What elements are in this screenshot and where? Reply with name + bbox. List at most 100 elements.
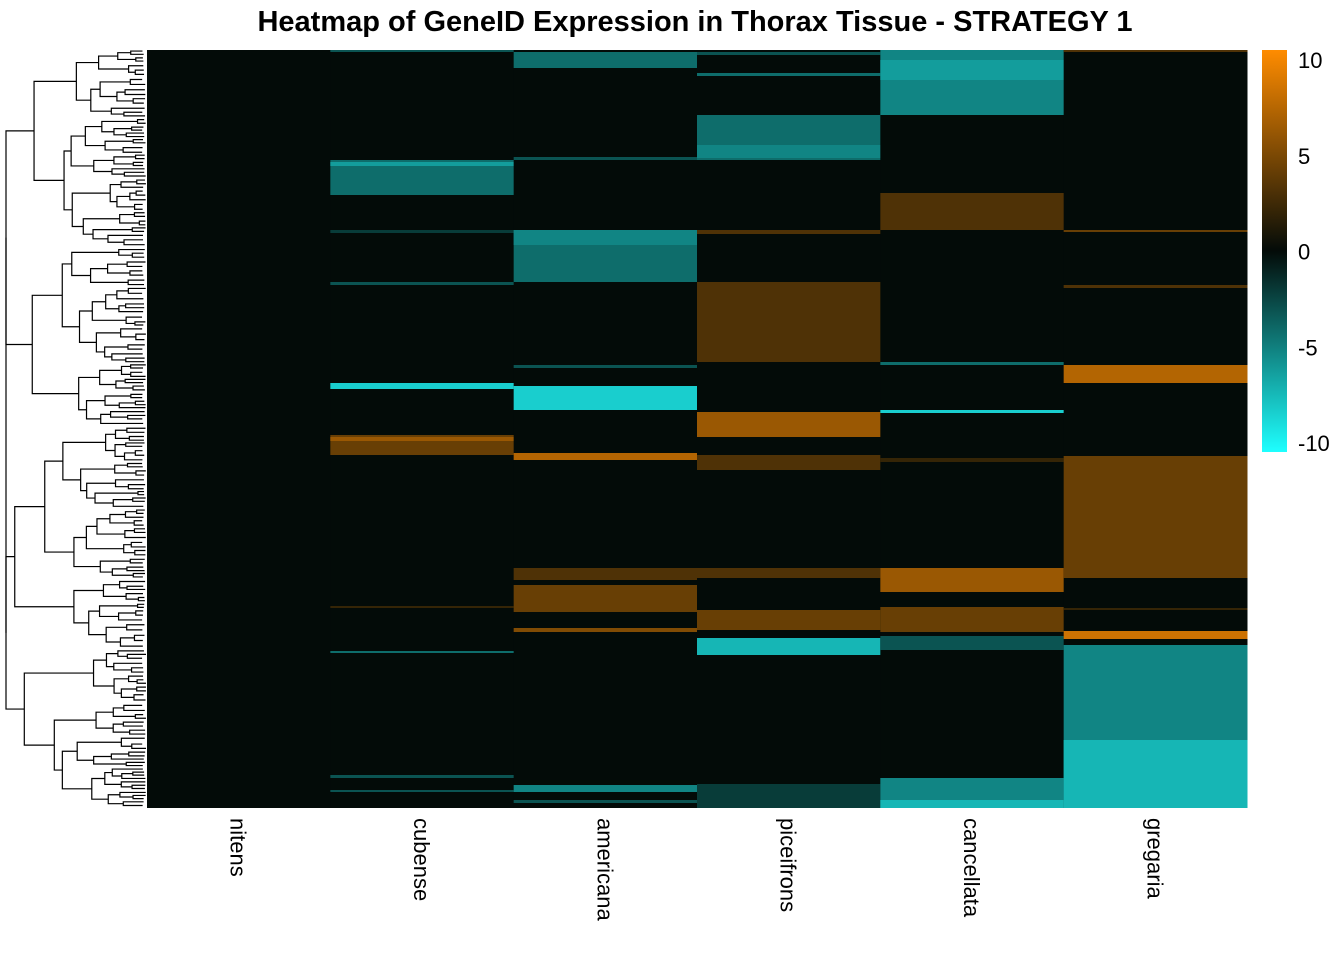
heatmap-cell-band xyxy=(697,455,881,470)
dendrogram-branch xyxy=(93,755,127,765)
dendrogram-branch xyxy=(111,168,145,175)
dendrogram-branch xyxy=(116,195,135,208)
column-label-nitens: nitens xyxy=(226,818,251,877)
dendrogram-branch xyxy=(134,154,145,160)
heatmap-cell-band xyxy=(513,52,698,68)
dendrogram-branch xyxy=(132,572,145,578)
dendrogram-branch xyxy=(129,558,145,564)
dendrogram-branch xyxy=(86,482,116,499)
dendrogram-branch xyxy=(130,393,143,399)
dendrogram-branch xyxy=(70,135,94,167)
dendrogram-branch xyxy=(102,584,127,597)
heatmap-cell-band xyxy=(1063,608,1248,610)
dendrogram-branch xyxy=(33,80,77,182)
dendrogram-branch xyxy=(84,125,106,147)
dendrogram-branch xyxy=(109,513,135,524)
heatmap-cell-band xyxy=(697,230,881,234)
heatmap-cell-band xyxy=(1063,631,1248,639)
dendrogram-branch xyxy=(136,603,145,608)
heatmap-cell-band xyxy=(1063,740,1248,808)
heatmap-column-americana xyxy=(513,50,698,808)
dendrogram-branch xyxy=(63,150,73,211)
heatmap-cell-band xyxy=(330,282,515,285)
heatmap-cell-band xyxy=(697,610,881,630)
dendrogram-branch xyxy=(135,470,146,476)
heatmap-cell-band xyxy=(880,458,1065,462)
heatmap-cell-band xyxy=(880,607,1065,632)
dendrogram-branch xyxy=(133,528,146,534)
dendrogram-branch xyxy=(136,686,146,692)
row-dendrogram xyxy=(5,50,146,807)
dendrogram-branch xyxy=(129,78,146,86)
heatmap-cell-band xyxy=(697,52,881,55)
dendrogram-branch xyxy=(120,328,143,338)
dendrogram-branch xyxy=(132,139,146,144)
dendrogram-branch xyxy=(118,248,145,256)
dendrogram-branch xyxy=(133,203,143,210)
dendrogram-branch xyxy=(110,107,145,115)
dendrogram-branch xyxy=(133,634,145,642)
dendrogram-branch xyxy=(78,310,97,344)
dendrogram-branch xyxy=(123,452,143,461)
color-legend: 10 5 0 -5 -10 xyxy=(1262,48,1330,456)
dendrogram-branch xyxy=(104,346,128,358)
dendrogram-branch xyxy=(136,179,146,185)
heatmap-cell-band xyxy=(880,568,1065,592)
dendrogram-branch xyxy=(31,294,79,395)
dendrogram-branch xyxy=(128,435,144,441)
dendrogram-branch xyxy=(114,444,126,457)
dendrogram-branch xyxy=(127,675,144,683)
heatmap-cell-band xyxy=(513,568,698,580)
dendrogram-branch xyxy=(92,659,115,687)
dendrogram-branch xyxy=(131,743,146,749)
dendrogram-branch xyxy=(120,365,131,375)
dendrogram-branch xyxy=(61,263,80,328)
dendrogram-branch xyxy=(113,128,132,136)
legend-tick-label: 0 xyxy=(1298,240,1310,265)
heatmap-cell-band xyxy=(1063,230,1248,232)
dendrogram-branch xyxy=(105,433,116,452)
dendrogram-branch xyxy=(116,290,144,300)
dendrogram-branch xyxy=(117,52,136,61)
dendrogram-branch xyxy=(130,364,146,369)
column-labels: nitens cubense americana piceifrons cancella… xyxy=(226,818,1168,921)
heatmap-cell-band xyxy=(513,365,698,368)
heatmap-cell-band xyxy=(330,651,515,653)
heatmap-cell-band xyxy=(880,800,1065,808)
dendrogram-branch xyxy=(116,91,134,102)
heatmap-cell-band xyxy=(880,636,1065,650)
dendrogram-branch xyxy=(112,723,130,733)
heatmap-cell-band xyxy=(513,585,698,612)
heatmap-cell-band xyxy=(513,628,698,632)
dendrogram-branch xyxy=(137,596,145,602)
heatmap-cell-band xyxy=(330,383,515,389)
dendrogram-branch xyxy=(126,653,146,659)
dendrogram-branch xyxy=(111,568,134,576)
dendrogram-branch xyxy=(130,50,144,55)
dendrogram-branch xyxy=(73,536,101,568)
dendrogram-branch xyxy=(125,442,145,447)
heatmap-cell-band xyxy=(1063,50,1248,52)
column-label-americana: americana xyxy=(592,818,617,921)
dendrogram-branch xyxy=(123,171,146,177)
dendrogram-branch xyxy=(117,612,143,621)
dendrogram-branch xyxy=(134,400,146,406)
dendrogram-branch xyxy=(125,303,145,309)
dendrogram-branch xyxy=(136,509,145,514)
dendrogram-branch xyxy=(135,610,144,616)
heatmap-cell-band xyxy=(1063,456,1248,578)
dendrogram-branch xyxy=(130,541,146,548)
dendrogram-branch xyxy=(126,261,146,268)
dendrogram-branch xyxy=(14,505,74,608)
dendrogram-branch xyxy=(99,560,131,573)
dendrogram-branch xyxy=(93,159,114,173)
dendrogram-branch xyxy=(134,549,146,556)
dendrogram-branch xyxy=(129,192,146,201)
heatmap-cell-band xyxy=(697,145,881,158)
dendrogram-branch xyxy=(104,140,134,151)
dendrogram-branch xyxy=(117,650,144,657)
column-label-piceifrons: piceifrons xyxy=(776,818,801,912)
legend-tick-label: -5 xyxy=(1298,335,1318,360)
dendrogram-branch xyxy=(85,400,106,420)
dendrogram-branch xyxy=(62,441,106,481)
